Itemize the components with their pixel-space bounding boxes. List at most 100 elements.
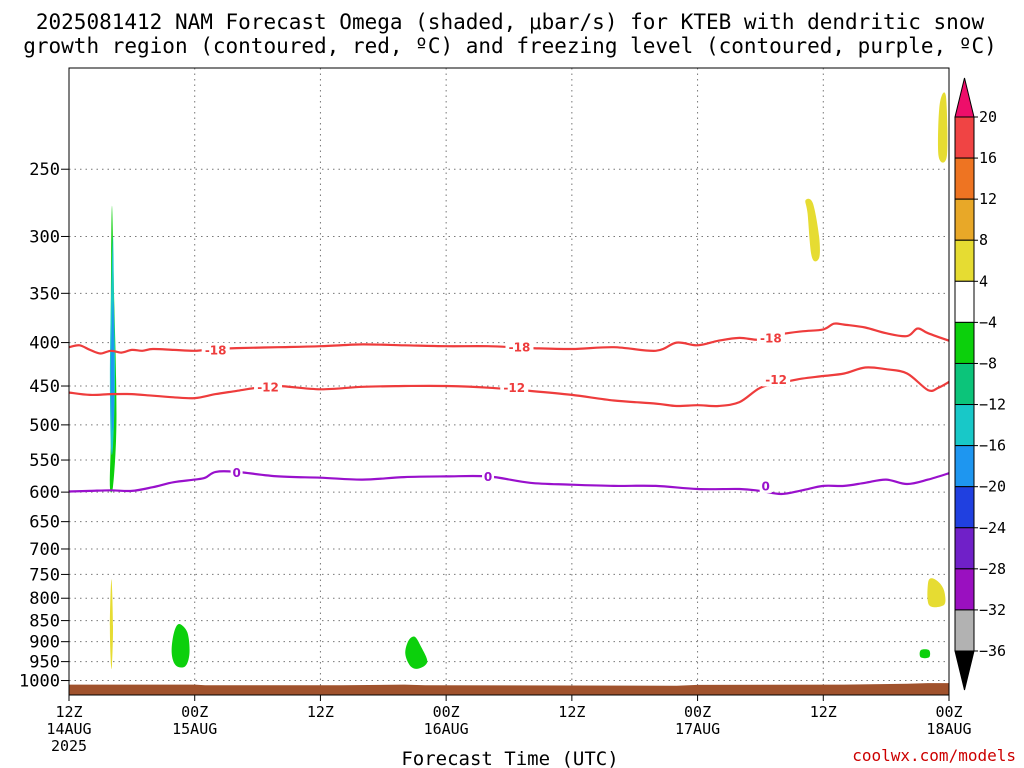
colorbar-label-1: 16 [979,149,997,167]
colorbar-segment-7 [954,404,975,447]
contour-label-4: -12 [503,381,525,395]
y-tick-label-4: 450 [29,377,60,397]
omega-patch-9 [937,92,948,163]
y-tick-label-6: 550 [29,451,60,471]
contour-label-bg-4 [500,380,529,395]
colorbar-segment-8 [954,445,975,488]
colorbar-top-triangle [954,77,975,118]
y-tick-label-9: 700 [29,540,60,560]
contour-label-7: 0 [484,470,492,484]
ground-fill [69,683,949,695]
colorbar-label-11: −28 [979,560,1006,578]
contour-label-8: 0 [761,479,769,493]
x-tick-label-1-0: 00Z [181,703,208,721]
colorbar: 20 16 12 8 4 −4 −8 −12 −16 −20 −24 −28 −32 −36 [954,77,1006,691]
colorbar-label-9: −20 [979,478,1006,496]
contour-label-0: -18 [205,343,227,357]
colorbar-label-8: −16 [979,437,1006,455]
contour-label-2: -18 [760,331,782,345]
colorbar-label-4: 4 [979,272,988,290]
colorbar-label-3: 8 [979,231,988,249]
colorbar-segment-2 [954,198,975,241]
omega-patch-8 [927,578,946,608]
colorbar-segment-12 [954,609,975,652]
x-tick-label-3-1: 16AUG [424,720,469,738]
chart-title-line-2: growth region (contoured, red, ºC) and f… [23,34,997,58]
x-tick-label-4-0: 12Z [558,703,585,721]
colorbar-bottom-triangle [954,650,975,691]
y-tick-label-14: 950 [29,653,60,673]
contour-label-bg-0 [201,342,230,357]
grid-lines [69,68,949,695]
contour-label-bg-3 [254,379,283,394]
colorbar-label-10: −24 [979,519,1006,537]
colorbar-label-7: −12 [979,396,1006,414]
y-tick-label-7: 600 [29,483,60,503]
x-tick-label-7-1: 18AUG [926,720,971,738]
omega-patch-7 [805,198,820,262]
y-tick-label-3: 400 [29,334,60,354]
ground-below-surface [69,683,949,695]
colorbar-segment-6 [954,362,975,406]
contour-label-bg-1 [505,340,534,355]
omega-shading [109,92,948,670]
x-tick-label-5-0: 00Z [684,703,711,721]
y-tick-label-5: 500 [29,416,60,436]
contour-label-bg-5 [762,372,791,387]
colorbar-segment-10 [954,527,975,570]
colorbar-label-12: −32 [979,601,1006,619]
omega-patch-4 [171,623,190,668]
contour-label-bg-8 [759,478,772,493]
x-tick-label-7-0: 00Z [935,703,962,721]
contour-label-bg-7 [482,469,495,484]
x-tick-label-0-1: 14AUG [46,720,91,738]
y-tick-label-13: 900 [29,633,60,653]
omega-patch-6 [919,649,931,659]
x-tick-label-1-1: 15AUG [172,720,217,738]
contour-label-bg-6 [230,465,243,480]
omega-patch-2 [110,301,114,431]
x-tick-label-5-1: 17AUG [675,720,720,738]
colorbar-segment-1 [954,157,975,200]
y-tick-label-12: 850 [29,612,60,632]
x-tick-label-6-0: 12Z [810,703,837,721]
colorbar-segment-5 [954,321,975,364]
colorbar-segment-4 [954,280,975,323]
x-tick-label-2-0: 12Z [307,703,334,721]
omega-patch-3 [109,579,114,670]
y-axis-ticks: 2503003504004505005506006507007508008509… [19,160,69,692]
contour-line-1 [68,366,950,408]
x-tick-label-3-0: 00Z [433,703,460,721]
colorbar-segment-0 [954,116,975,159]
contour-labels: -18 -18 -18 -12 -12 -12 0 0 0 [201,330,791,493]
contour-label-bg-2 [756,330,785,345]
colorbar-label-0: 20 [979,108,997,126]
x-axis-label: Forecast Time (UTC) [401,748,618,768]
colorbar-label-6: −8 [979,354,997,372]
chart-title-line-1: 2025081412 NAM Forecast Omega (shaded, μ… [36,10,985,34]
contour-label-5: -12 [765,373,787,387]
contour-label-6: 0 [232,466,240,480]
y-tick-label-11: 800 [29,589,60,609]
y-tick-label-10: 750 [29,565,60,585]
contour-line-2 [68,470,950,496]
x-tick-label-0-0: 12Z [55,703,82,721]
contour-label-3: -12 [257,380,279,394]
colorbar-label-13: −36 [979,642,1006,660]
y-tick-label-1: 300 [29,227,60,247]
plot-frame [68,67,950,696]
colorbar-label-5: −4 [979,313,997,331]
y-tick-label-2: 350 [29,284,60,304]
colorbar-label-2: 12 [979,190,997,208]
omega-patch-5 [405,636,428,669]
colorbar-segment-9 [954,486,975,529]
colorbar-segment-11 [954,568,975,611]
contour-label-1: -18 [509,341,531,355]
colorbar-segment-3 [954,239,975,282]
y-tick-label-8: 650 [29,513,60,533]
y-tick-label-15: 1000 [19,672,60,692]
x-tick-label-0-2: 2025 [51,737,87,755]
y-tick-label-0: 250 [29,160,60,180]
